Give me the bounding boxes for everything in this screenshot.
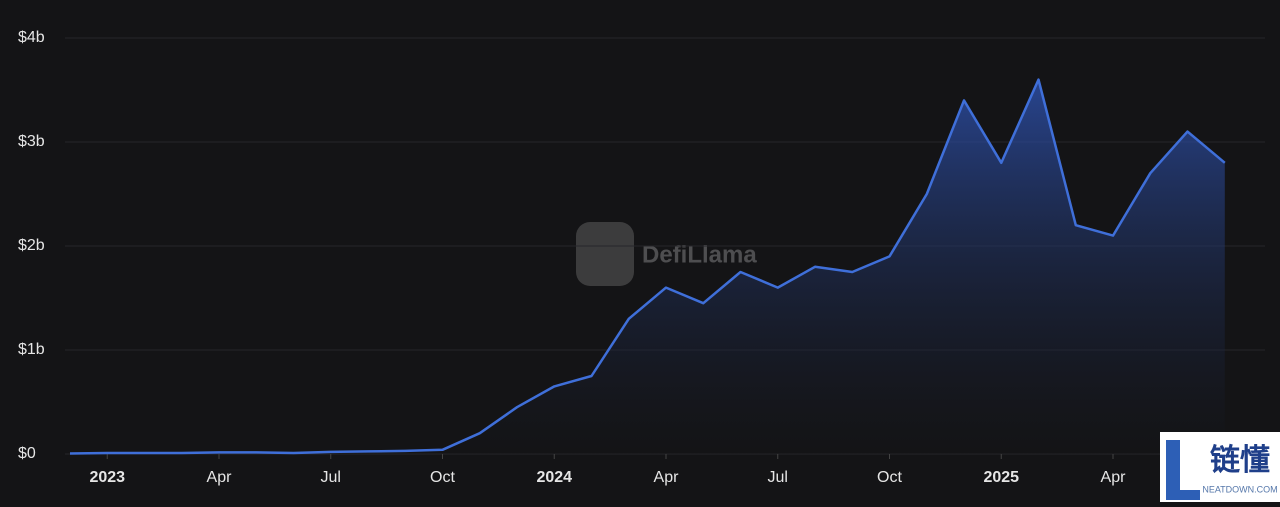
y-tick-label: $3b bbox=[18, 133, 45, 150]
logo-text: 链懂 bbox=[1210, 443, 1270, 477]
watermark-text: DefiLlama bbox=[642, 241, 757, 268]
watermark: DefiLlama bbox=[576, 222, 757, 286]
x-tick-label: Jul bbox=[768, 469, 788, 486]
watermark-icon bbox=[576, 222, 634, 286]
logo-subtext: NEATDOWN.COM bbox=[1202, 484, 1277, 494]
plot: $0 $1b $2b $3b $4b 2023 Apr Jul Oct 2024 Apr Jul Oct… bbox=[18, 29, 1265, 486]
y-tick-label: $2b bbox=[18, 237, 45, 254]
x-tick-label: 2024 bbox=[536, 469, 572, 486]
y-tick-label: $4b bbox=[18, 29, 45, 46]
x-tick-label: Apr bbox=[654, 469, 680, 486]
logo-mark bbox=[1166, 440, 1200, 500]
x-tick-label: Apr bbox=[207, 469, 233, 486]
x-tick-label: 2025 bbox=[983, 469, 1019, 486]
x-tick-label: Jul bbox=[321, 469, 341, 486]
x-tick-label: Oct bbox=[877, 469, 902, 486]
logo: 链懂 NEATDOWN.COM bbox=[1160, 432, 1280, 502]
x-tick-label: Oct bbox=[430, 469, 455, 486]
x-tick-label: 2023 bbox=[89, 469, 125, 486]
x-tick-label: Apr bbox=[1101, 469, 1127, 486]
y-tick-label: $1b bbox=[18, 341, 45, 358]
y-tick-label: $0 bbox=[18, 445, 36, 462]
line bbox=[69, 78, 1226, 455]
